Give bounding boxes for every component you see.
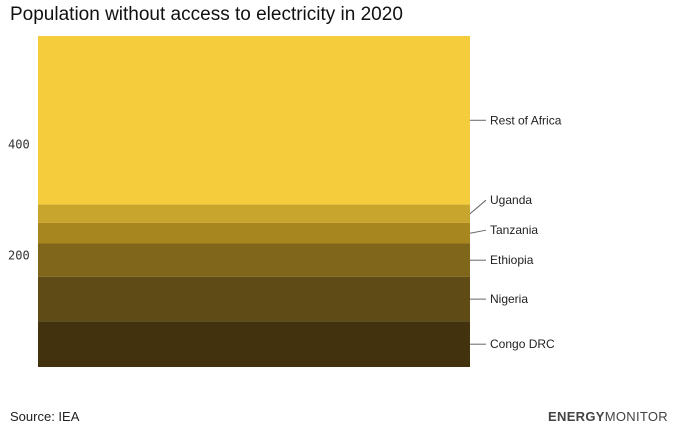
segment-label: Congo DRC [490,337,555,351]
bar-segment-ethiopia [38,243,470,277]
source-note: Source: IEA [10,409,80,424]
brand-logo: ENERGYMONITOR [548,409,668,424]
bar-segment-rest-of-africa [38,36,470,205]
brand-light: MONITOR [604,409,668,424]
segment-label: Tanzania [490,223,538,237]
segment-label: Uganda [490,193,532,207]
segment-label: Nigeria [490,292,528,306]
y-tick-label: 400 [8,137,30,151]
leader-line [469,199,487,215]
segment-label: Ethiopia [490,253,534,267]
bar-segment-nigeria [38,276,470,322]
bar-segment-tanzania [38,222,470,244]
brand-bold: ENERGY [548,409,605,424]
segment-label: Rest of Africa [490,113,562,127]
bar-segment-congo-drc [38,321,470,367]
bar-segment-uganda [38,204,470,223]
chart-title: Population without access to electricity… [10,4,403,25]
y-tick-label: 200 [8,249,30,263]
leader-line [469,229,487,234]
